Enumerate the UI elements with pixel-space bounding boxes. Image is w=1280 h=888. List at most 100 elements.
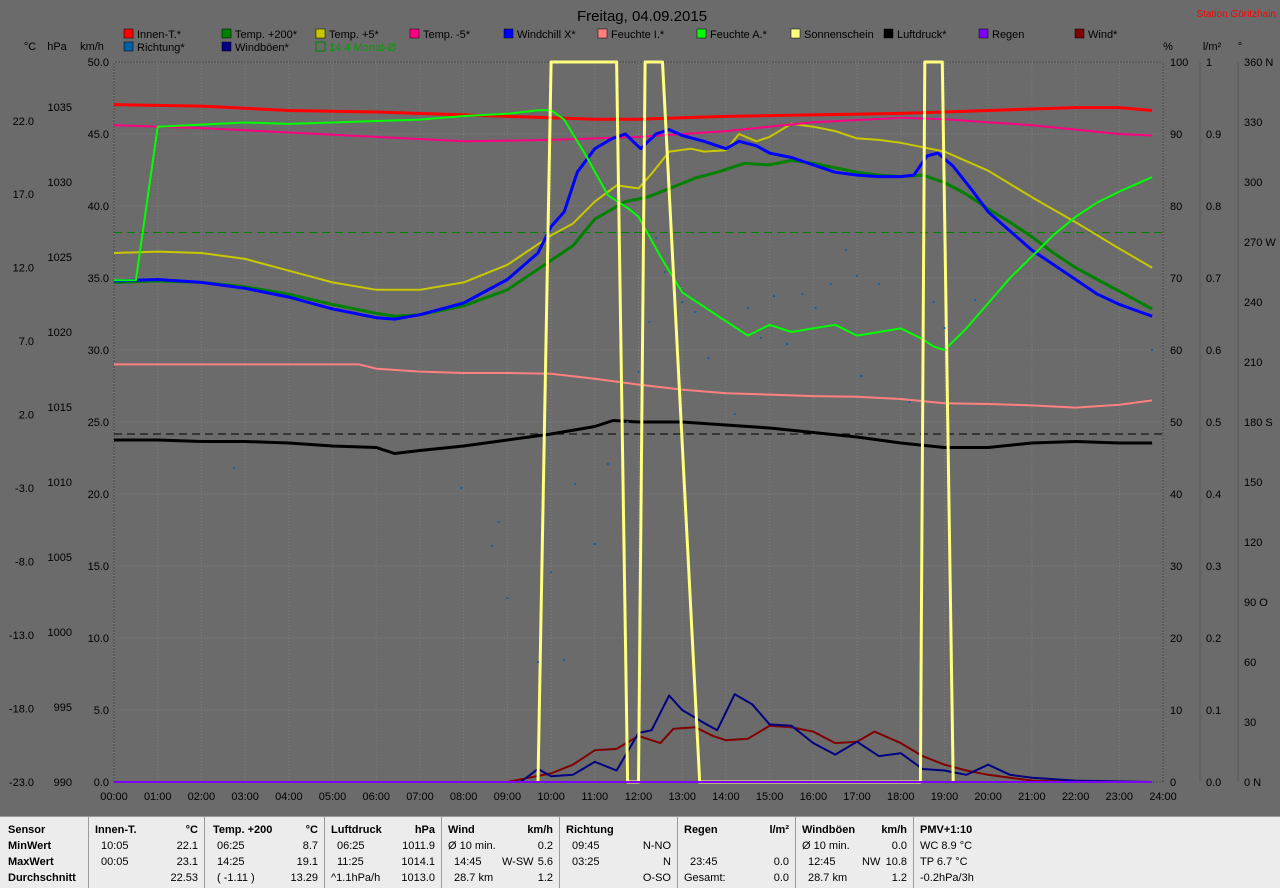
x-axis-tick: 23:00 [1106, 791, 1134, 803]
stats-wind-unit: km/h [527, 824, 553, 836]
stats-regen-header: Regen [684, 824, 718, 836]
x-axis-tick: 14:00 [712, 791, 740, 803]
hpa-axis-tick: 1025 [48, 252, 72, 264]
direction-axis-tick: 180 S [1244, 417, 1273, 429]
stats-luftdruck-header: Luftdruck [331, 824, 382, 836]
legend-swatch [503, 28, 514, 39]
stats-luftdruck-max-value: 1014.1 [401, 856, 435, 868]
x-axis-tick: 21:00 [1018, 791, 1046, 803]
direction-axis-tick: 210 [1244, 357, 1262, 369]
direction-axis-tick: 270 W [1244, 237, 1276, 249]
legend-label: Sonnenschein [804, 29, 874, 41]
legend-label: Luftdruck* [897, 29, 947, 41]
direction-point [772, 295, 775, 297]
hpa-axis-tick: 1005 [48, 552, 72, 564]
series-line-feuchte-a- [114, 109, 1153, 351]
direction-point [759, 337, 762, 339]
direction-point [786, 343, 789, 345]
stats-temp200-max-time: 14:25 [217, 856, 245, 868]
legend-swatch [315, 41, 326, 52]
legend-swatch [123, 41, 134, 52]
direction-point [681, 301, 684, 303]
temp-axis-tick: -13.0 [9, 630, 34, 642]
direction-point [733, 413, 736, 415]
direction-axis-tick: 60 [1244, 657, 1256, 669]
axis-unit-label: km/h [80, 41, 104, 53]
stats-wind-distance: 28.7 km [454, 872, 494, 884]
direction-point [877, 283, 880, 285]
legend-swatch [790, 28, 801, 39]
legend-label: Temp. +5* [329, 29, 380, 41]
direction-axis-tick: 330 [1244, 117, 1262, 129]
direction-point [550, 571, 553, 573]
direction-point [801, 293, 804, 295]
direction-point [233, 467, 236, 469]
kmh-axis-tick: 0.0 [94, 777, 109, 789]
axis-unit-label: hPa [47, 41, 67, 53]
kmh-axis-tick: 35.0 [88, 273, 109, 285]
direction-point [606, 463, 609, 465]
series-line-feuchte-i- [114, 363, 1153, 409]
stats-temp200-min-value: 8.7 [302, 840, 318, 852]
stats-luftdruck-max-time: 11:25 [337, 856, 364, 868]
x-axis-tick: 03:00 [231, 791, 259, 803]
stats-luftdruck-trend: ^1.1hPa/h [331, 872, 381, 884]
stats-sensor-header: Sensor [8, 824, 46, 836]
direction-point [860, 375, 863, 377]
series-line-luftdruck- [114, 419, 1153, 455]
stats-richtung-max-time: 03:25 [572, 856, 600, 868]
legend-swatch [409, 28, 420, 39]
direction-point [506, 597, 509, 599]
hpa-axis-tick: 995 [54, 702, 72, 714]
legend-label: Wind* [1088, 29, 1118, 41]
chart-series [113, 60, 1154, 784]
legend-swatch [221, 28, 232, 39]
direction-point [574, 483, 577, 485]
stats-regen-max-time: 23:45 [690, 856, 718, 868]
hpa-axis-tick: 1035 [48, 102, 72, 114]
rain-axis-tick: 0.4 [1206, 489, 1221, 501]
stats-regen-max-value: 0.0 [773, 856, 789, 868]
kmh-axis-tick: 5.0 [94, 705, 109, 717]
stats-pmv-dewpoint: TP 6.7 °C [920, 856, 968, 868]
rain-axis-tick: 0.5 [1206, 417, 1221, 429]
kmh-axis-tick: 25.0 [88, 417, 109, 429]
direction-point [814, 307, 817, 309]
rain-axis-tick: 0.3 [1206, 561, 1221, 573]
x-axis-tick: 08:00 [450, 791, 478, 803]
legend-swatch [883, 28, 894, 39]
x-axis-tick: 19:00 [931, 791, 959, 803]
direction-point [626, 421, 629, 423]
stats-sensor-column: Sensor MinWert MaxWert Durchschnitt [0, 817, 89, 888]
stats-wind-header: Wind [448, 824, 475, 836]
weather-chart: 22.0 17.0 12.0 7.0 2.0 -3.0 -8.0 -13.0 -18.0 -23.… [9, 8, 1277, 803]
legend-swatch [597, 28, 608, 39]
stats-windboeen-distance: 28.7 km [808, 872, 848, 884]
stats-wind-max-value: 5.6 [537, 856, 553, 868]
stats-windboeen-column: Windböen km/h Ø 10 min. 0.0 12:45 NW 10.… [796, 817, 914, 888]
stats-pmv-header: PMV+1:10 [920, 824, 973, 836]
percent-axis-tick: 40 [1170, 489, 1182, 501]
stats-innen-column: Innen-T. °C 10:05 22.1 00:05 23.1 22.53 [89, 817, 205, 888]
legend-label: Temp. +200* [235, 29, 298, 41]
stats-pmv-windchill: WC 8.9 °C [920, 840, 973, 852]
x-axis-tick: 16:00 [800, 791, 828, 803]
percent-axis-tick: 50 [1170, 417, 1182, 429]
direction-point [497, 521, 500, 523]
stats-richtung-header: Richtung [566, 824, 614, 836]
rain-axis-tick: 0.2 [1206, 633, 1221, 645]
rain-axis-tick: 0.1 [1206, 705, 1221, 717]
legend-label: Windchill X* [517, 29, 576, 41]
series-line-temp-5- [113, 122, 1153, 291]
stats-luftdruck-min-time: 06:25 [337, 840, 365, 852]
kmh-axis-tick: 45.0 [88, 129, 109, 141]
kmh-axis-tick: 30.0 [88, 345, 109, 357]
legend-label: 14.4 Monat-Ø [329, 42, 397, 54]
station-label: Station Göritzhain [1197, 9, 1277, 20]
stats-innen-unit: °C [185, 824, 198, 836]
direction-axis-tick: 150 [1244, 477, 1262, 489]
rain-axis-tick: 0.9 [1206, 129, 1221, 141]
direction-point [1151, 349, 1154, 351]
direction-point [654, 237, 657, 239]
stats-luftdruck-avg-value: 1013.0 [401, 872, 435, 884]
